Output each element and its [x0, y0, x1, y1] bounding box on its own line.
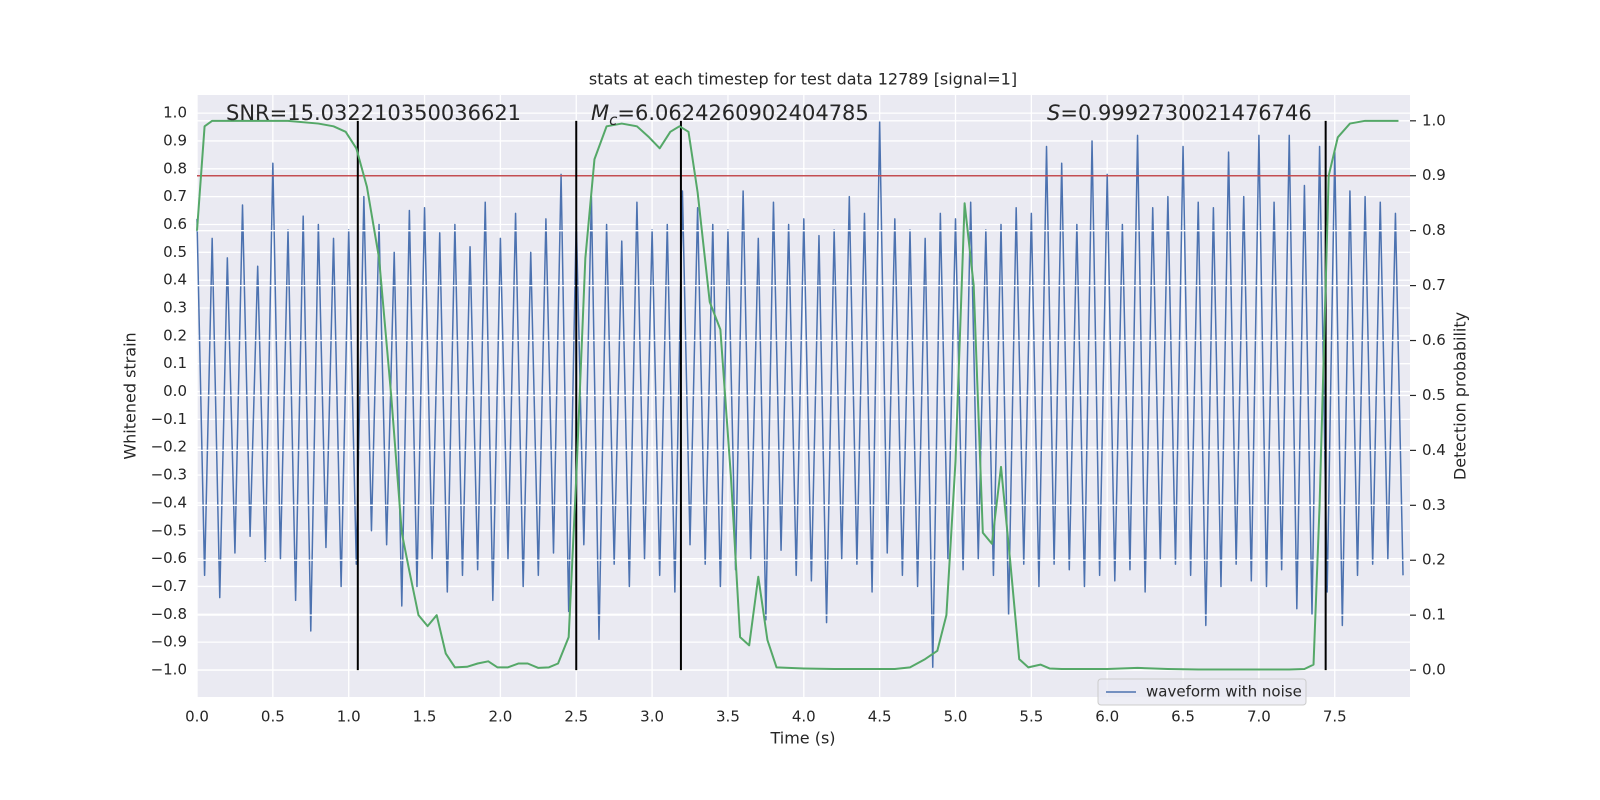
data-line: [196, 119, 1399, 671]
y-tick-label: −0.6: [151, 549, 187, 567]
y-tick-label: −0.3: [151, 466, 187, 484]
y-tick-label: −0.1: [151, 410, 187, 428]
y-tick-label: 0.3: [163, 299, 187, 317]
x-tick-label: 3.0: [640, 708, 664, 726]
y-tick-label: 0.2: [163, 326, 187, 344]
x-tick-label: 4.5: [868, 708, 892, 726]
y2-tick-label: 0.0: [1422, 661, 1446, 679]
y2-tick-label: 0.8: [1422, 221, 1446, 239]
x-tick-label: 7.0: [1247, 708, 1271, 726]
x-tick-label: 0.0: [185, 708, 209, 726]
annotation: S=0.9992730021476746: [1047, 101, 1312, 125]
y-tick-label: −0.7: [151, 577, 187, 595]
y-tick-label: −0.2: [151, 438, 187, 456]
y2-tick-label: 0.6: [1422, 331, 1446, 349]
x-tick-label: 1.0: [337, 708, 361, 726]
x-tick-label: 6.5: [1171, 708, 1195, 726]
x-tick-label: 6.0: [1095, 708, 1119, 726]
y2-tick-label: 0.2: [1422, 551, 1446, 569]
annotation-subscript: c: [609, 111, 618, 129]
x-tick-label: 4.0: [792, 708, 816, 726]
y2-axis-label: Detection probability: [1451, 312, 1470, 480]
y2-tick-label: 1.0: [1422, 111, 1446, 129]
x-axis-label: Time (s): [769, 729, 835, 748]
y2-tick-label: 0.5: [1422, 386, 1446, 404]
x-tick-label: 5.0: [944, 708, 968, 726]
y2-tick-label: 0.1: [1422, 606, 1446, 624]
y-tick-label: 0.8: [163, 159, 187, 177]
x-tick-label: 3.5: [716, 708, 740, 726]
y2-tick-label: 0.7: [1422, 276, 1446, 294]
x-tick-label: 2.0: [488, 708, 512, 726]
y-tick-label: −0.4: [151, 493, 187, 511]
y-tick-label: −1.0: [151, 660, 187, 678]
y-tick-label: 0.1: [163, 354, 187, 372]
annotation-symbol: M: [591, 101, 609, 125]
y-tick-label: 0.5: [163, 243, 187, 261]
x-tick-label: 0.5: [261, 708, 285, 726]
y-axis-label: Whitened strain: [121, 332, 140, 459]
y-tick-label: 0.4: [163, 271, 187, 289]
legend-box: [1097, 678, 1307, 706]
y2-tick-label: 0.4: [1422, 441, 1446, 459]
y-tick-label: 0.7: [163, 187, 187, 205]
y-tick-label: −0.9: [151, 633, 187, 651]
y-tick-label: −0.5: [151, 521, 187, 539]
annotation-text: =0.9992730021476746: [1060, 101, 1311, 125]
x-tick-label: 1.5: [413, 708, 437, 726]
y-tick-label: −0.8: [151, 605, 187, 623]
y-tick-label: 0.9: [163, 131, 187, 149]
y-tick-label: 1.0: [163, 104, 187, 122]
legend-label: waveform with noise: [1146, 683, 1302, 701]
annotation-symbol: S: [1047, 101, 1060, 125]
annotation-text: SNR=15.032210350036621: [226, 101, 521, 125]
annotation: Mc=6.0624260902404785: [591, 101, 869, 129]
x-tick-label: 7.5: [1323, 708, 1347, 726]
data-line: [196, 120, 1404, 668]
chart-title: stats at each timestep for test data 127…: [589, 70, 1017, 89]
x-tick-label: 5.5: [1019, 708, 1043, 726]
y-tick-label: 0.0: [163, 382, 187, 400]
annotation-text: =6.0624260902404785: [617, 101, 868, 125]
y-tick-label: 0.6: [163, 215, 187, 233]
annotation: SNR=15.032210350036621: [226, 101, 521, 125]
y2-tick-label: 0.9: [1422, 166, 1446, 184]
x-tick-label: 2.5: [564, 708, 588, 726]
y2-tick-label: 0.3: [1422, 496, 1446, 514]
